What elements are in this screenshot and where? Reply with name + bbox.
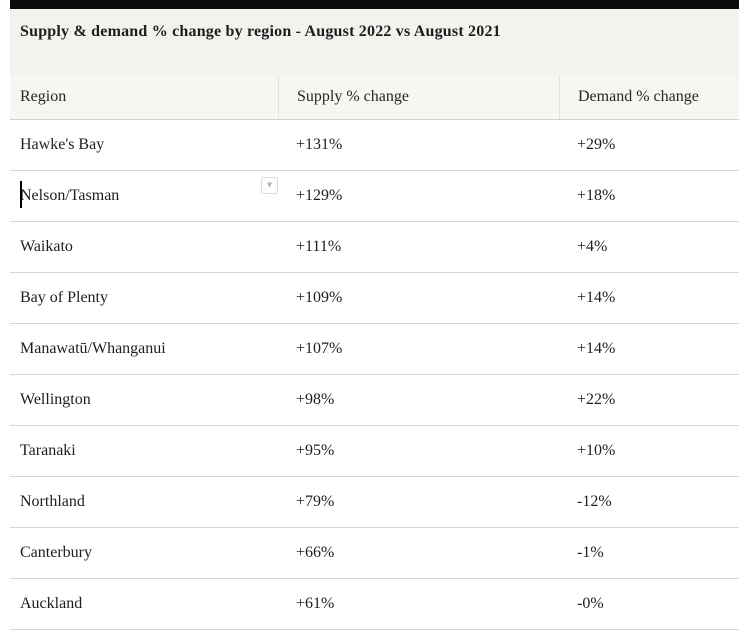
table-row: Nelson/Tasman ▼ +129% +18% (10, 171, 739, 222)
demand-value: -0% (577, 595, 604, 612)
supply-value: +61% (296, 595, 335, 612)
region-cell[interactable]: Manawatū/Whanganui (10, 324, 278, 374)
demand-cell[interactable]: +14% (559, 324, 739, 374)
column-header-region: Region (20, 88, 67, 105)
demand-value: -12% (577, 493, 612, 510)
demand-cell[interactable]: -0% (559, 579, 739, 629)
supply-cell[interactable]: +95% (278, 426, 559, 476)
supply-value: +131% (296, 136, 343, 153)
region-label: Waikato (20, 238, 73, 255)
table-widget: Supply & demand % change by region - Aug… (10, 0, 739, 630)
demand-cell[interactable]: +29% (559, 120, 739, 170)
region-label: Canterbury (20, 544, 92, 561)
widget-top-bar (10, 0, 739, 9)
region-cell[interactable]: Hawke's Bay (10, 120, 278, 170)
demand-value: -1% (577, 544, 604, 561)
demand-cell[interactable]: +18% (559, 171, 739, 221)
region-label: Auckland (20, 595, 83, 612)
table-header-row: Region Supply % change Demand % change (10, 75, 739, 120)
column-header-supply: Supply % change (278, 75, 559, 119)
demand-value: +4% (577, 238, 608, 255)
demand-cell[interactable]: +4% (559, 222, 739, 272)
supply-cell[interactable]: +111% (278, 222, 559, 272)
demand-cell[interactable]: -1% (559, 528, 739, 578)
table-row: Hawke's Bay +131% +29% (10, 120, 739, 171)
table-row: Waikato +111% +4% (10, 222, 739, 273)
supply-value: +129% (296, 187, 343, 204)
region-cell[interactable]: Taranaki (10, 426, 278, 476)
supply-cell[interactable]: +107% (278, 324, 559, 374)
table-body: Hawke's Bay +131% +29% Nelson/Tasman ▼ +… (10, 120, 739, 630)
chevron-down-icon: ▼ (266, 181, 273, 189)
demand-value: +22% (577, 391, 616, 408)
cell-dropdown-button[interactable]: ▼ (261, 177, 278, 194)
supply-cell[interactable]: +61% (278, 579, 559, 629)
region-cell[interactable]: Wellington (10, 375, 278, 425)
region-cell[interactable]: Waikato (10, 222, 278, 272)
supply-value: +95% (296, 442, 335, 459)
supply-cell[interactable]: +131% (278, 120, 559, 170)
page-title: Supply & demand % change by region - Aug… (20, 23, 501, 40)
supply-cell[interactable]: +109% (278, 273, 559, 323)
supply-value: +107% (296, 340, 343, 357)
table-row: Manawatū/Whanganui +107% +14% (10, 324, 739, 375)
region-cell[interactable]: Canterbury (10, 528, 278, 578)
region-cell[interactable]: Northland (10, 477, 278, 527)
demand-cell[interactable]: +10% (559, 426, 739, 476)
table-row: Northland +79% -12% (10, 477, 739, 528)
table-row: Auckland +61% -0% (10, 579, 739, 630)
supply-cell[interactable]: +79% (278, 477, 559, 527)
region-label: Hawke's Bay (20, 136, 105, 153)
demand-value: +10% (577, 442, 616, 459)
demand-cell[interactable]: +14% (559, 273, 739, 323)
supply-cell[interactable]: +66% (278, 528, 559, 578)
text-cursor-caret (20, 181, 22, 208)
supply-value: +109% (296, 289, 343, 306)
supply-value: +79% (296, 493, 335, 510)
table-row: Wellington +98% +22% (10, 375, 739, 426)
region-cell[interactable]: Auckland (10, 579, 278, 629)
region-label: Bay of Plenty (20, 289, 108, 306)
supply-cell[interactable]: +98% (278, 375, 559, 425)
demand-value: +14% (577, 289, 616, 306)
supply-value: +98% (296, 391, 335, 408)
demand-cell[interactable]: -12% (559, 477, 739, 527)
region-label: Northland (20, 493, 85, 510)
table-row: Taranaki +95% +10% (10, 426, 739, 477)
title-band: Supply & demand % change by region - Aug… (10, 9, 739, 75)
region-label: Wellington (20, 391, 91, 408)
region-label: Nelson/Tasman (20, 187, 120, 204)
region-label: Manawatū/Whanganui (20, 340, 166, 357)
supply-value: +66% (296, 544, 335, 561)
column-header-demand: Demand % change (559, 75, 739, 119)
region-label: Taranaki (20, 442, 76, 459)
table-row: Bay of Plenty +109% +14% (10, 273, 739, 324)
demand-value: +29% (577, 136, 616, 153)
supply-cell[interactable]: +129% (278, 171, 559, 221)
region-cell[interactable]: Nelson/Tasman ▼ (10, 171, 278, 221)
region-cell[interactable]: Bay of Plenty (10, 273, 278, 323)
supply-value: +111% (296, 238, 342, 255)
demand-cell[interactable]: +22% (559, 375, 739, 425)
table-row: Canterbury +66% -1% (10, 528, 739, 579)
demand-value: +14% (577, 340, 616, 357)
demand-value: +18% (577, 187, 616, 204)
